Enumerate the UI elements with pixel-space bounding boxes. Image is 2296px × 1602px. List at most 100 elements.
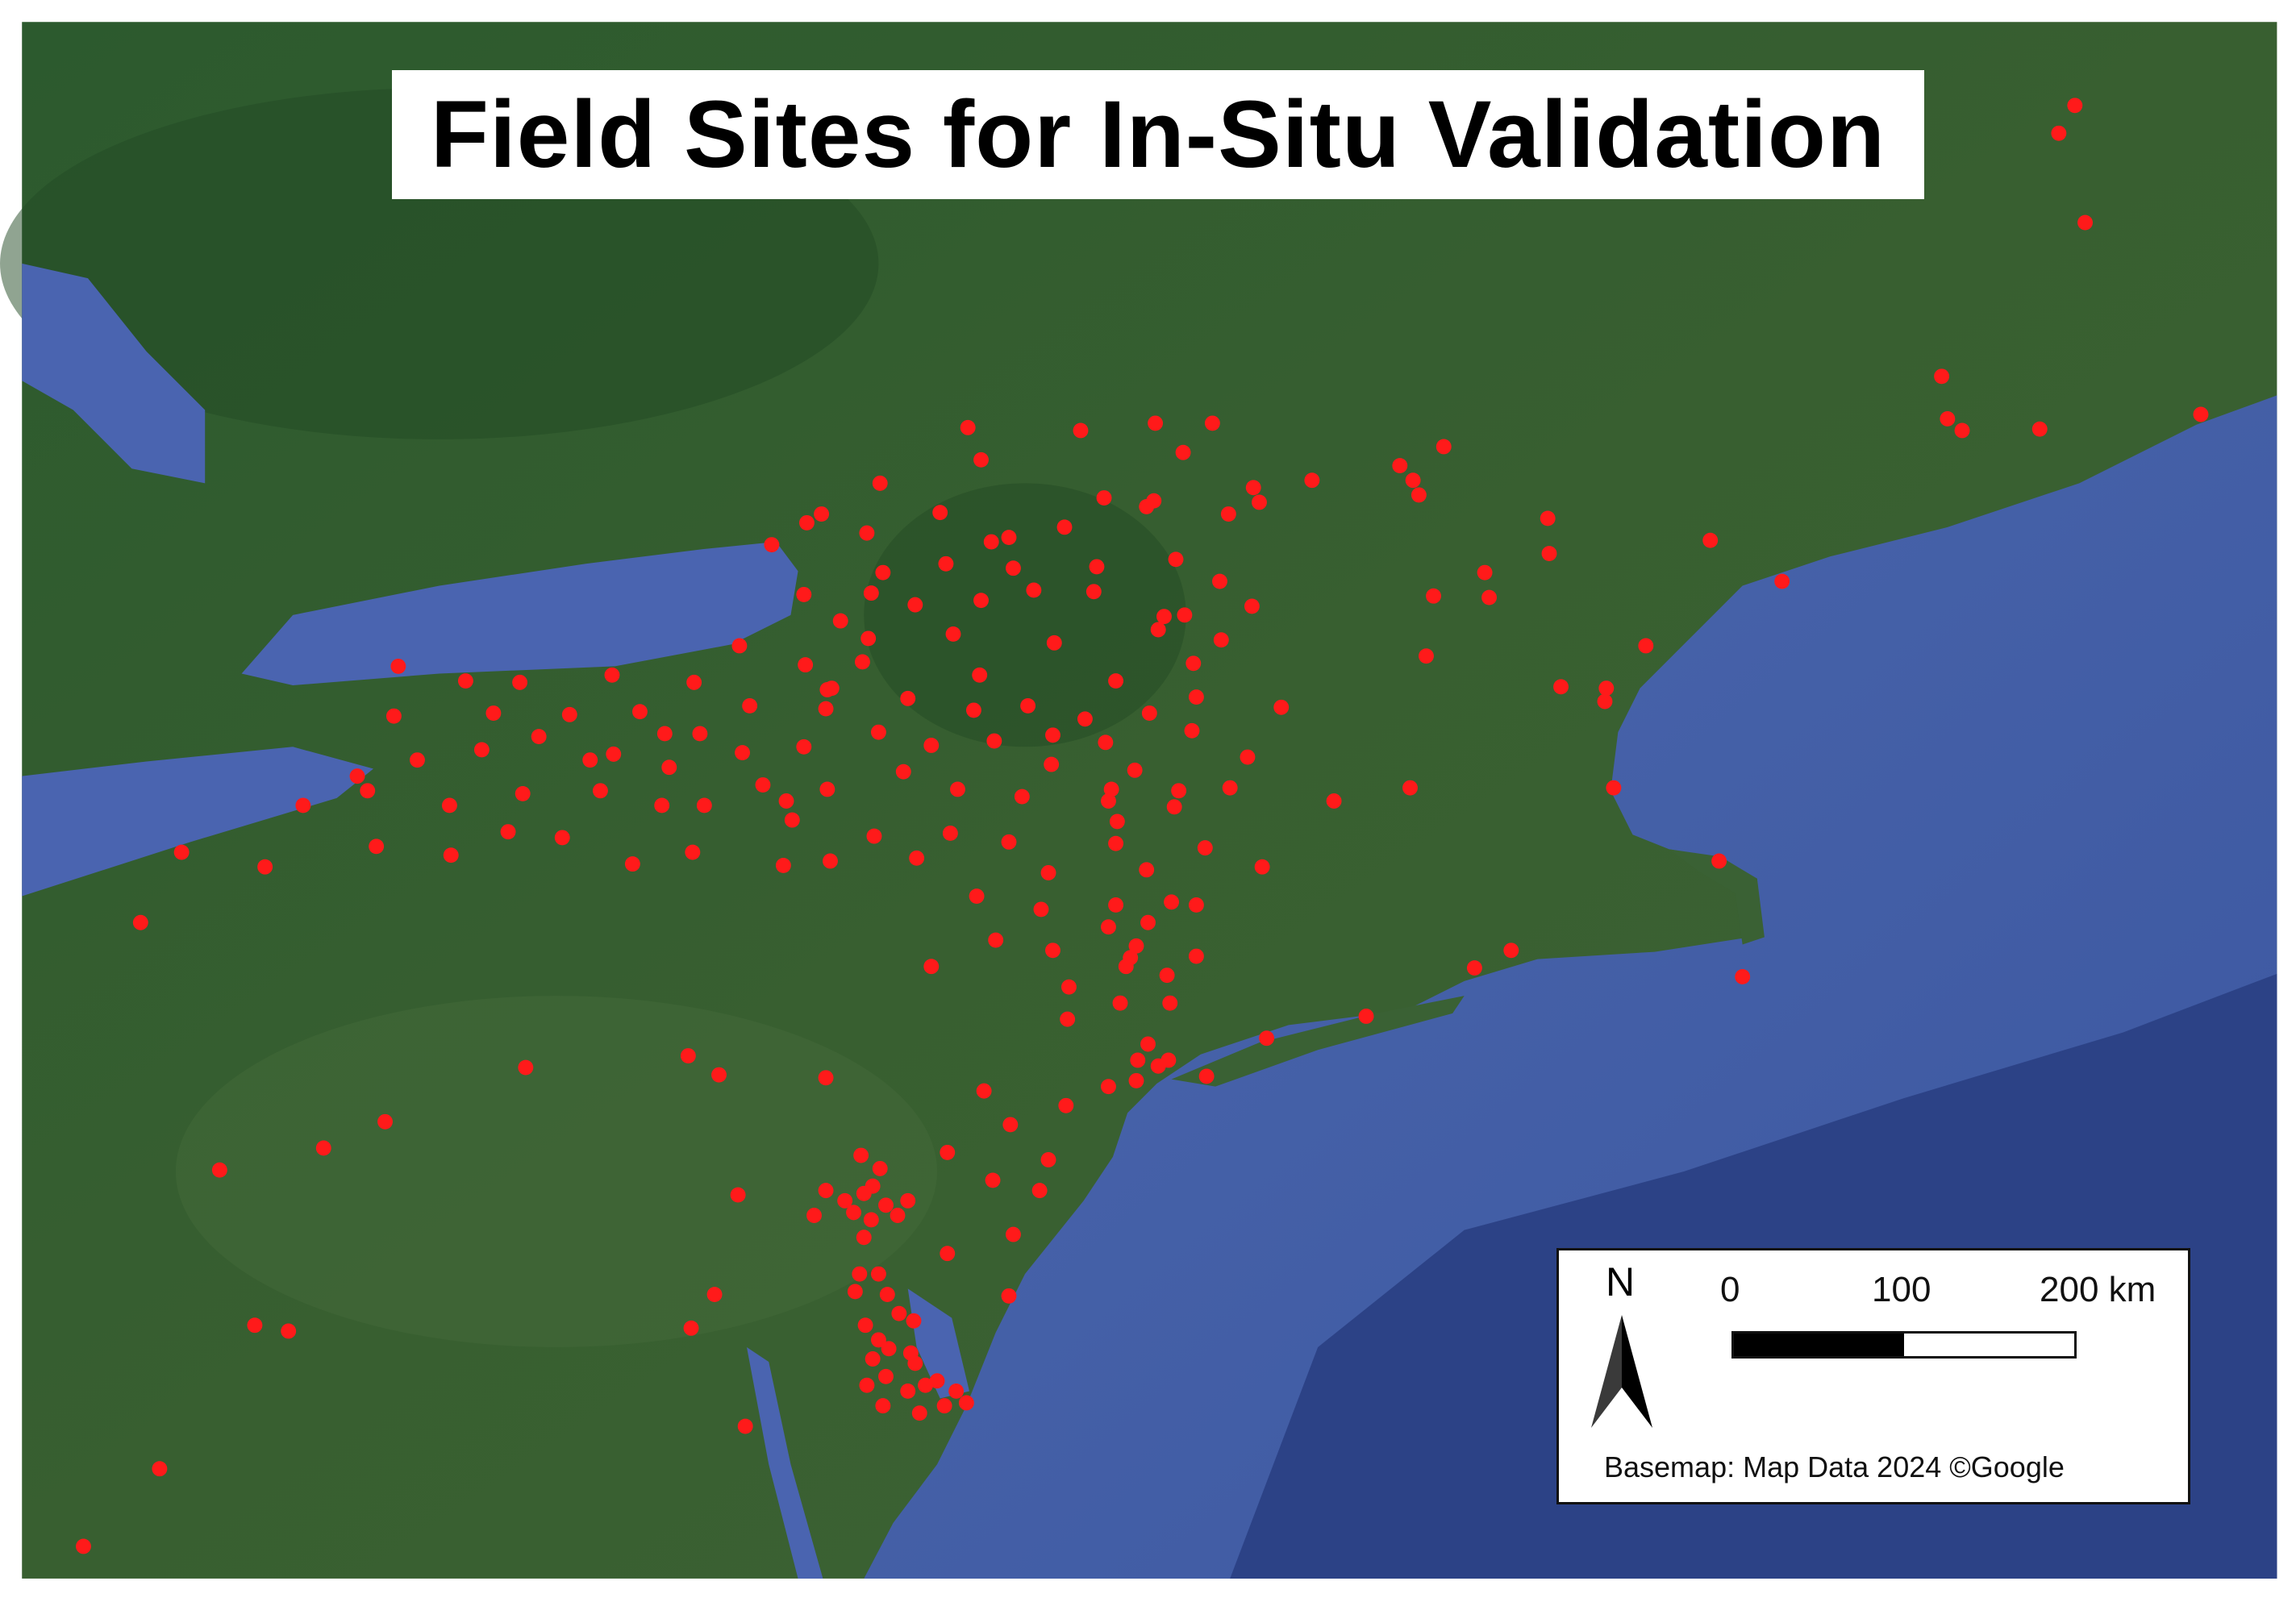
site-marker <box>819 781 835 797</box>
site-marker <box>936 1398 952 1414</box>
site-marker <box>390 658 406 674</box>
site-marker <box>938 555 954 572</box>
site-marker <box>976 1083 992 1099</box>
site-marker <box>1204 415 1220 431</box>
site-marker <box>1128 938 1144 954</box>
site-marker <box>778 793 794 809</box>
site-marker <box>1254 859 1270 875</box>
site-marker <box>1112 995 1128 1011</box>
site-marker <box>907 597 923 613</box>
site-marker <box>1139 862 1155 878</box>
site-marker <box>1058 1097 1074 1113</box>
site-marker <box>940 1246 956 1262</box>
site-marker <box>973 451 989 468</box>
site-marker <box>604 667 620 683</box>
site-marker <box>918 1377 933 1393</box>
site-marker <box>948 1384 965 1399</box>
site-marker <box>1098 734 1114 751</box>
site-marker <box>512 674 528 690</box>
site-marker <box>1540 510 1556 526</box>
site-marker <box>1326 793 1342 809</box>
site-marker <box>360 783 376 799</box>
site-marker <box>592 783 608 799</box>
site-marker <box>863 1212 879 1228</box>
site-marker <box>1002 1117 1019 1133</box>
site-marker <box>847 1284 863 1300</box>
site-marker <box>686 674 702 690</box>
site-marker <box>1198 1068 1215 1084</box>
site-marker <box>865 1178 881 1194</box>
site-marker <box>818 701 834 717</box>
site-markers <box>76 98 2209 1554</box>
site-marker <box>1006 1226 1021 1242</box>
site-marker <box>1040 865 1056 880</box>
site-marker <box>988 932 1004 948</box>
site-marker <box>1150 622 1166 638</box>
site-marker <box>852 1266 868 1282</box>
site-marker <box>295 797 311 813</box>
site-marker <box>891 1305 907 1321</box>
site-marker <box>369 838 385 855</box>
site-marker <box>857 1317 873 1334</box>
site-marker <box>1109 813 1125 830</box>
site-marker <box>1392 458 1408 474</box>
site-marker <box>870 1266 886 1282</box>
site-marker <box>1426 588 1442 604</box>
site-marker <box>875 1398 891 1414</box>
site-marker <box>1171 783 1187 799</box>
site-marker <box>1001 530 1017 546</box>
site-marker <box>1466 960 1482 976</box>
georgian-bay <box>22 263 206 484</box>
lake-ontario <box>241 542 798 686</box>
site-marker <box>890 1208 906 1223</box>
site-marker <box>473 742 490 758</box>
site-marker <box>1089 559 1105 575</box>
site-marker <box>823 680 840 697</box>
site-marker <box>1127 762 1143 778</box>
site-marker <box>973 593 989 609</box>
site-marker <box>863 585 879 601</box>
site-marker <box>1108 835 1123 851</box>
scale-bar <box>1731 1331 2077 1359</box>
site-marker <box>457 673 473 689</box>
site-marker <box>986 733 1002 749</box>
site-marker <box>798 657 814 673</box>
site-marker <box>846 1205 861 1221</box>
site-marker <box>632 704 648 720</box>
site-marker <box>879 1287 895 1303</box>
site-marker <box>711 1067 727 1083</box>
site-marker <box>1197 840 1213 856</box>
site-marker <box>900 690 916 706</box>
site-marker <box>900 1384 916 1399</box>
site-marker <box>1161 1052 1177 1068</box>
site-marker <box>796 586 812 602</box>
site-marker <box>972 667 988 683</box>
site-marker <box>377 1113 393 1130</box>
site-marker <box>940 1144 956 1160</box>
site-marker <box>685 844 701 860</box>
site-marker <box>859 525 875 541</box>
site-marker <box>799 514 815 531</box>
site-marker <box>1014 789 1030 805</box>
site-marker <box>1108 897 1123 913</box>
site-marker <box>742 697 758 714</box>
site-marker <box>1118 959 1134 975</box>
site-marker <box>1477 564 1493 580</box>
site-marker <box>661 759 677 776</box>
site-marker <box>1402 780 1418 796</box>
site-marker <box>1541 546 1557 561</box>
site-marker <box>907 1355 923 1371</box>
site-marker <box>315 1140 331 1156</box>
site-marker <box>1020 697 1036 714</box>
map-title: Field Sites for In-Situ Validation <box>430 81 1886 188</box>
site-marker <box>1168 551 1184 568</box>
site-marker <box>735 745 750 761</box>
site-marker <box>1240 749 1256 765</box>
site-marker <box>731 638 748 654</box>
site-marker <box>1096 490 1112 506</box>
site-marker <box>1101 1079 1116 1095</box>
site-marker <box>152 1461 168 1477</box>
site-marker <box>872 475 888 491</box>
site-marker <box>775 857 791 873</box>
site-marker <box>76 1538 91 1554</box>
